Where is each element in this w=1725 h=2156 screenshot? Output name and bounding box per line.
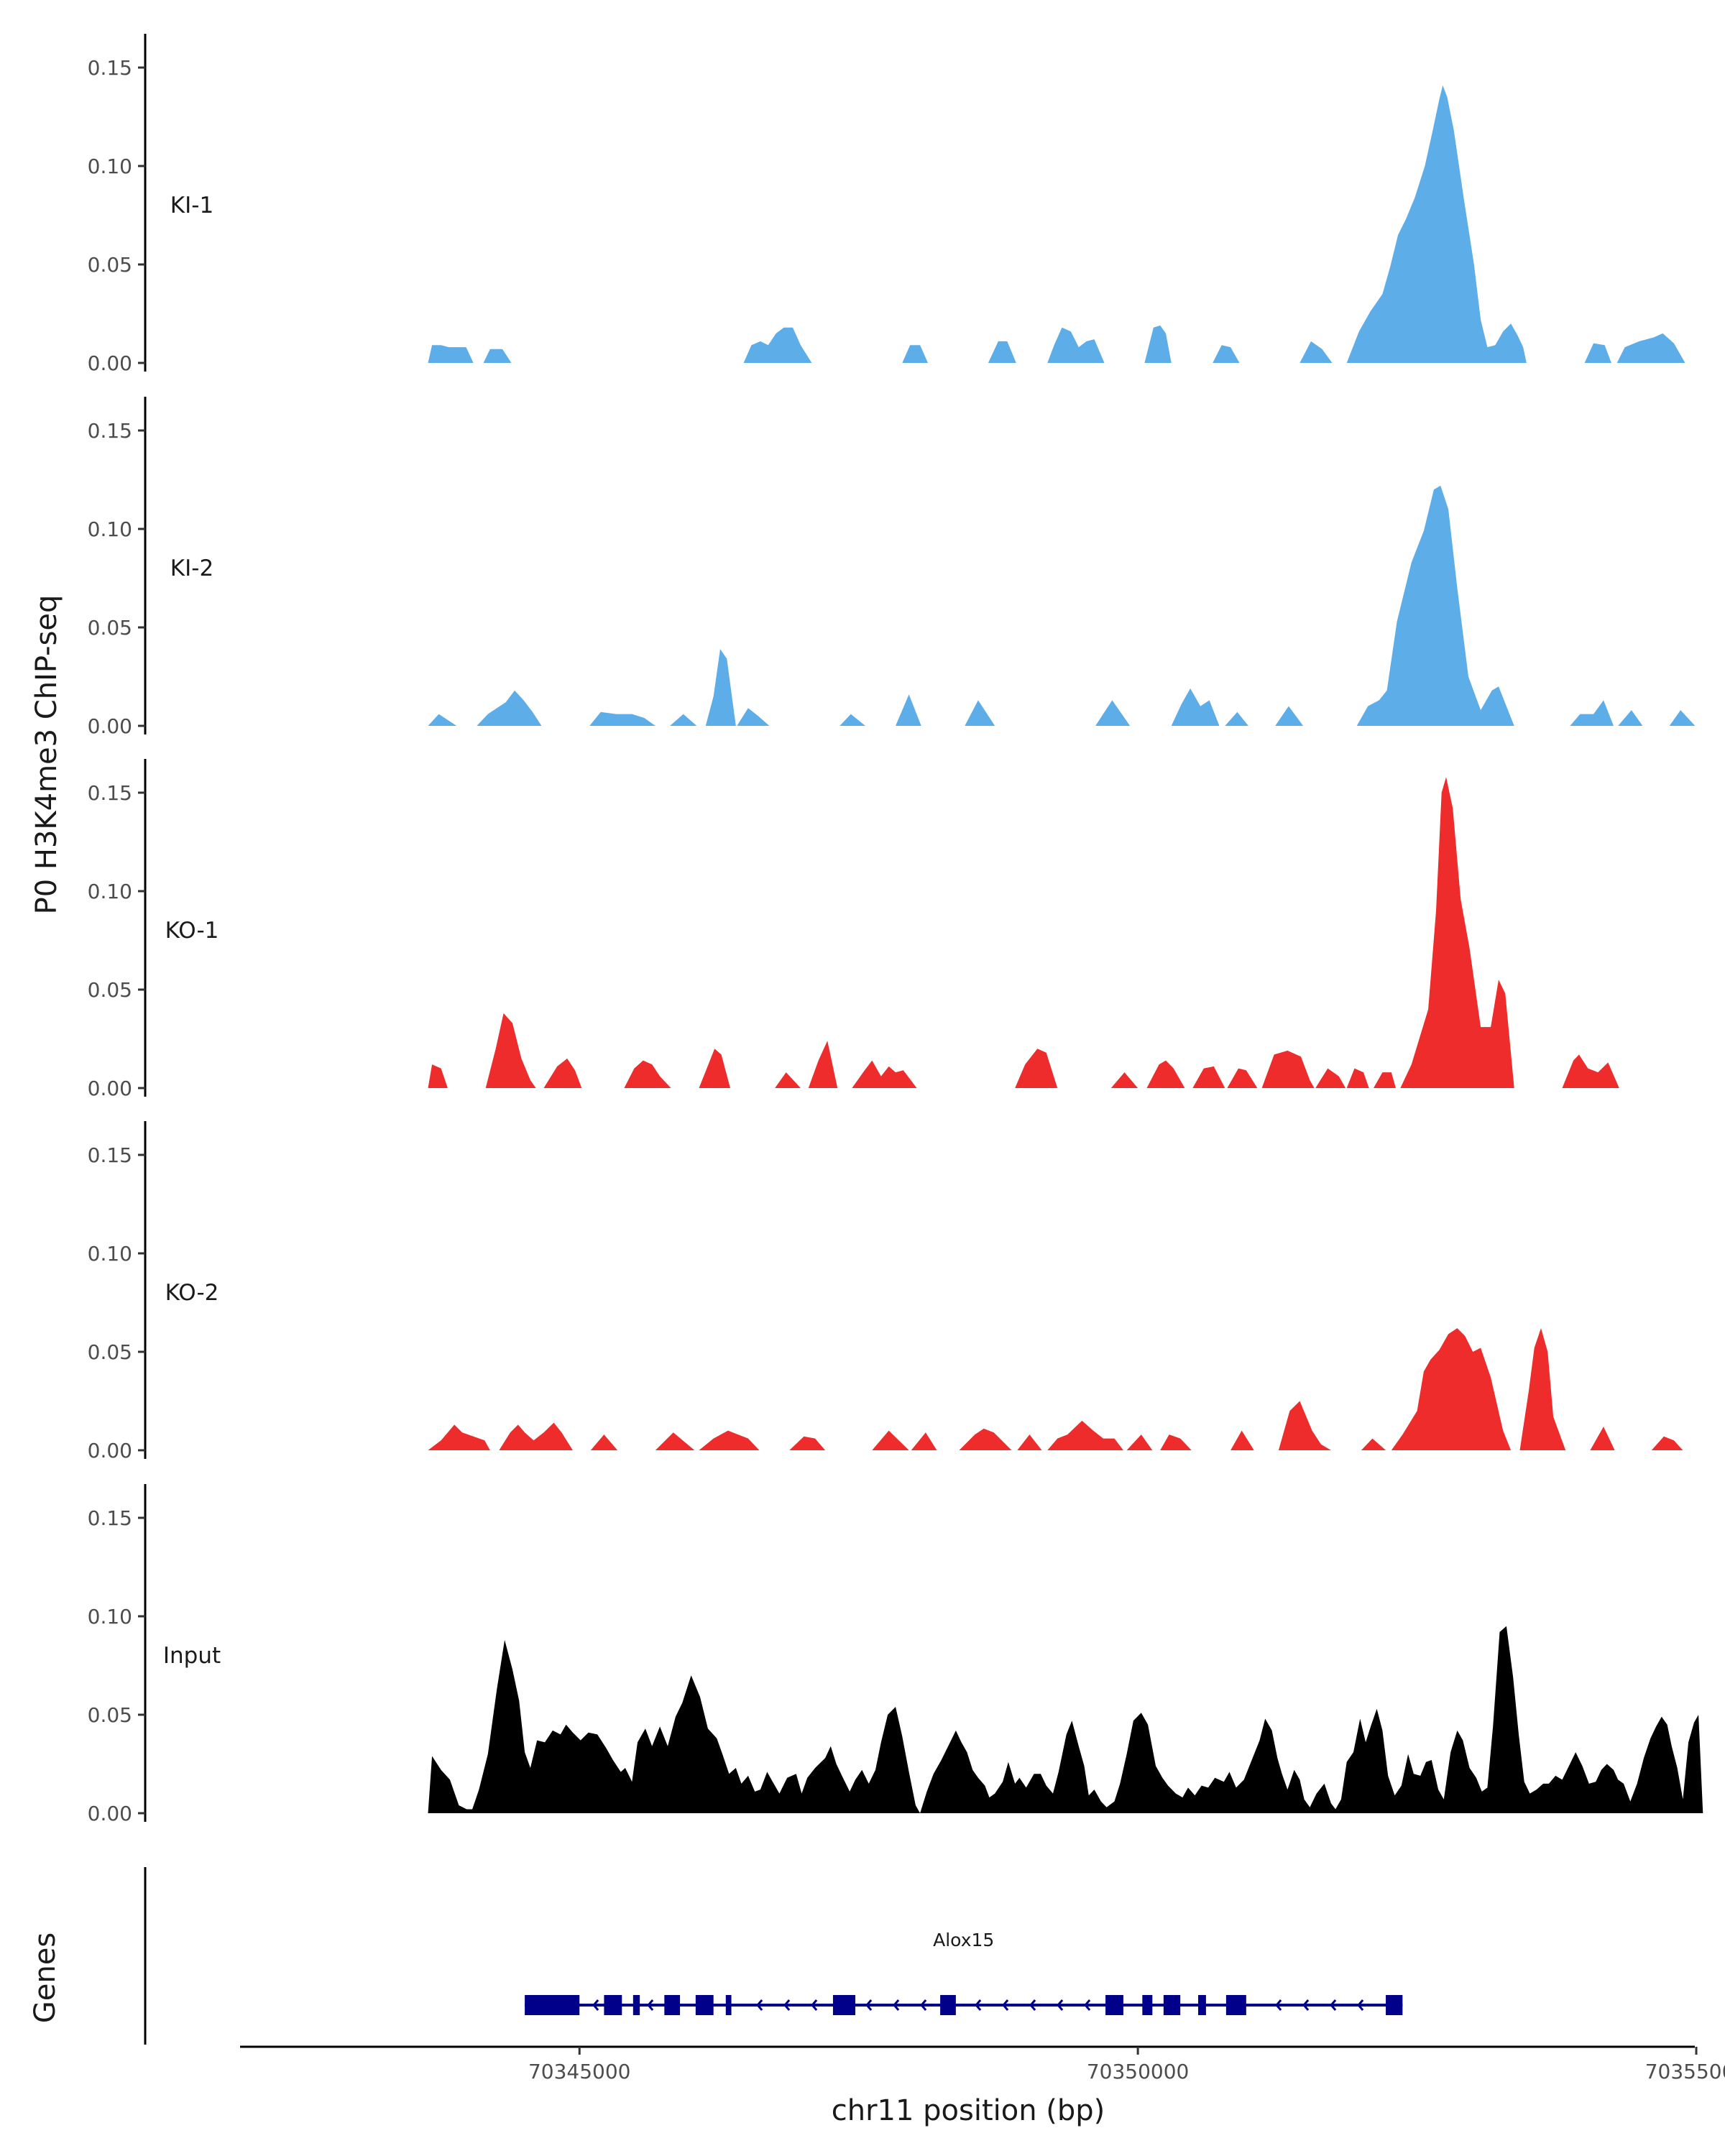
y-tick-label: 0.15 [88,56,132,80]
strand-arrow [865,1999,873,2011]
panel-label: KI-1 [170,193,213,218]
strand-arrow [1330,1999,1337,2011]
gene-exon [1105,1995,1123,2015]
track-panel-ko-2: 0.00 0.05 0.10 0.15 KO-2 [88,1121,1683,1462]
y-tick-label: 0.05 [88,1703,132,1727]
y-tick-label: 0.00 [88,714,132,738]
strand-arrow [1084,1999,1091,2011]
signal-area-input [428,1626,1703,1813]
y-tick-label: 0.15 [88,1143,132,1167]
y-tick-label: 0.05 [88,253,132,277]
gene-exon [832,1995,856,2015]
signal-area-ki-2 [428,485,1696,726]
y-tick-label: 0.00 [88,1802,132,1825]
y-tick-label: 0.10 [88,880,132,903]
strand-arrow [893,1999,900,2011]
x-tick-label: 70355000 [1645,2060,1725,2083]
gene-exon [632,1995,640,2015]
gene-exon [525,1995,580,2015]
strand-arrow [1029,1999,1036,2011]
panel-label: KI-2 [170,556,213,581]
x-tick-label: 70350000 [1087,2060,1190,2083]
strand-arrow [783,1999,791,2011]
genes-track-title: Genes [29,1932,62,2023]
signal-area-ki-1 [428,85,1685,363]
x-axis-title: chr11 position (bp) [832,2094,1105,2127]
track-panel-ki-2: 0.00 0.05 0.10 0.15 KI-2 [88,397,1696,738]
gene-exon [725,1995,732,2015]
strand-arrow [1357,1999,1364,2011]
signal-area-ko-2 [428,1328,1683,1450]
y-tick-label: 0.15 [88,781,132,805]
x-tick-label: 70345000 [528,2060,631,2083]
y-tick-label: 0.05 [88,978,132,1002]
gene-exon [1142,1995,1153,2015]
strand-arrow [647,1999,654,2011]
genes-track: Alox15 [144,1867,1403,2045]
gene-exon [695,1995,714,2015]
y-tick-label: 0.10 [88,517,132,541]
signal-area-ko-1 [428,777,1619,1088]
y-tick-label: 0.00 [88,1077,132,1100]
strand-arrow [1057,1999,1064,2011]
panel-label: KO-1 [165,918,219,944]
gene-exon [1198,1995,1206,2015]
strand-arrow [811,1999,818,2011]
track-panel-input: 0.00 0.05 0.10 0.15 Input [88,1484,1703,1825]
strand-arrow [1302,1999,1310,2011]
gene-exon [1386,1995,1403,2015]
strand-arrow [920,1999,927,2011]
gene-label: Alox15 [933,1930,994,1950]
gene-exon [940,1995,956,2015]
gene-exon [604,1995,622,2015]
strand-arrow [756,1999,763,2011]
y-tick-label: 0.00 [88,1439,132,1462]
y-tick-label: 0.10 [88,1242,132,1266]
y-tick-label: 0.00 [88,351,132,375]
strand-arrow [975,1999,982,2011]
y-tick-label: 0.10 [88,155,132,178]
gene-exon [1163,1995,1181,2015]
strand-arrow [592,1999,599,2011]
y-tick-label: 0.05 [88,1340,132,1364]
track-panel-ko-1: 0.00 0.05 0.10 0.15 KO-1 [88,759,1619,1100]
gene-exon [664,1995,681,2015]
strand-arrow [1275,1999,1282,2011]
y-tick-label: 0.15 [88,419,132,443]
strand-arrow [1002,1999,1009,2011]
x-axis: 70345000 70350000 70355000 [240,2045,1725,2083]
gene-exon [1225,1995,1246,2015]
panel-label: Input [163,1643,221,1669]
panel-label: KO-2 [165,1280,219,1306]
y-axis-title: P0 H3K4me3 ChIP-seq [30,595,63,915]
y-tick-label: 0.10 [88,1605,132,1628]
y-tick-label: 0.05 [88,616,132,640]
y-tick-label: 0.15 [88,1506,132,1530]
track-panel-ki-1: 0.00 0.05 0.10 0.15 KI-1 [88,34,1685,375]
